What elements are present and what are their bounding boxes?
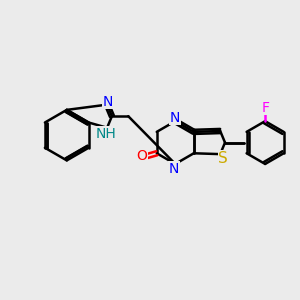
Text: N: N bbox=[170, 111, 181, 124]
Text: N: N bbox=[169, 162, 179, 176]
Text: S: S bbox=[218, 151, 228, 166]
Text: N: N bbox=[103, 95, 113, 109]
Text: O: O bbox=[136, 149, 147, 163]
Text: F: F bbox=[261, 101, 269, 115]
Text: NH: NH bbox=[95, 127, 116, 141]
